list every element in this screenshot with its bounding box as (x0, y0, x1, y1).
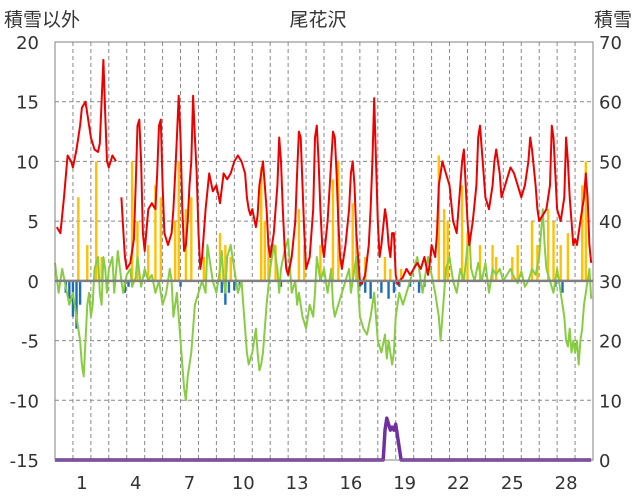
green-series-line (54, 208, 593, 402)
yellow-bar (442, 209, 446, 281)
purple-series-line (55, 416, 592, 462)
yellow-bar (86, 245, 89, 281)
yellow-bar (263, 221, 267, 281)
yellow-bar (437, 155, 440, 281)
yellow-bar (130, 161, 134, 281)
left-tick-label: 10 (16, 152, 39, 173)
yellow-bar (190, 197, 193, 281)
right-tick-label: 60 (599, 93, 622, 114)
blue-bar (68, 280, 71, 299)
yellow-bar (297, 209, 301, 281)
x-tick-label: 22 (447, 473, 470, 494)
blue-bar (227, 280, 231, 293)
yellow-bar (559, 245, 562, 281)
right-tick-label: 10 (599, 391, 622, 412)
yellow-bar (446, 221, 449, 281)
blue-bar (387, 280, 390, 299)
right-axis-label: 積雪 (594, 9, 632, 31)
yellow-bar (511, 256, 514, 281)
yellow-bar (136, 221, 139, 281)
yellow-bar (77, 197, 80, 281)
yellow-bar (351, 203, 354, 281)
left-tick-label: 0 (28, 272, 39, 293)
yellow-bar (383, 256, 387, 281)
yellow-bar (466, 233, 469, 281)
blue-bar (561, 280, 564, 293)
yellow-bar (478, 245, 482, 281)
yellow-bar (303, 245, 306, 281)
blue-bar (358, 280, 362, 287)
right-tick-label: 0 (599, 451, 610, 472)
left-tick-label: 20 (16, 33, 39, 54)
x-tick-label: 28 (555, 473, 578, 494)
blue-bar (364, 280, 367, 293)
yellow-bar (95, 161, 98, 281)
x-tick-label: 25 (501, 473, 524, 494)
yellow-bar (460, 185, 464, 281)
blue-bar (179, 280, 182, 287)
left-tick-label: -15 (10, 451, 39, 472)
yellow-bar (584, 161, 588, 281)
right-tick-label: 20 (599, 332, 622, 353)
yellow-bar (202, 256, 206, 281)
series-lines (54, 58, 593, 462)
blue-bar (78, 280, 82, 305)
blue-bar (127, 280, 130, 287)
yellow-bar (399, 268, 403, 281)
yellow-bar (159, 197, 163, 281)
yellow-bar (581, 185, 584, 281)
yellow-bar (224, 245, 227, 281)
yellow-bar (154, 185, 157, 281)
x-tick-label: 16 (339, 473, 362, 494)
blue-bar (279, 280, 283, 287)
yellow-bar (491, 245, 494, 281)
right-tick-label: 70 (599, 33, 622, 54)
yellow-bar (267, 245, 270, 281)
right-tick-label: 50 (599, 152, 622, 173)
blue-bar (380, 280, 383, 293)
x-tick-label: 19 (393, 473, 416, 494)
yellow-bar (552, 221, 555, 281)
left-axis-label: 積雪以外 (4, 9, 80, 31)
left-tick-label: 5 (28, 212, 39, 233)
left-tick-label: -10 (10, 391, 39, 412)
x-tick-label: 7 (184, 473, 195, 494)
yellow-bar (173, 221, 177, 281)
yellow-bar (494, 256, 498, 281)
yellow-bar (260, 167, 263, 281)
blue-bar (233, 280, 236, 291)
yellow-bar (566, 233, 570, 281)
x-tick-label: 13 (286, 473, 309, 494)
blue-bar (417, 280, 421, 293)
yellow-bar (177, 161, 180, 281)
left-tick-label: -5 (21, 332, 39, 353)
yellow-bar (218, 233, 222, 281)
yellow-bar (546, 209, 550, 281)
blue-bar (392, 280, 396, 293)
blue-bar (220, 280, 223, 293)
red-series-line (55, 58, 593, 286)
blue-bar (369, 280, 372, 299)
right-tick-label: 30 (599, 272, 622, 293)
yellow-bar (530, 221, 534, 281)
yellow-bar (389, 268, 392, 281)
x-tick-label: 10 (232, 473, 255, 494)
yellow-bar (319, 245, 322, 281)
blue-bar (398, 280, 401, 287)
yellow-bar (229, 256, 232, 281)
yellow-bar (147, 245, 150, 281)
yellow-bar (331, 179, 335, 281)
x-tick-label: 4 (130, 473, 141, 494)
chart-title: 尾花沢 (289, 9, 346, 31)
blue-bar (75, 280, 78, 329)
left-tick-label: 15 (16, 93, 39, 114)
x-tick-label: 1 (76, 473, 87, 494)
right-tick-label: 40 (599, 212, 622, 233)
yellow-bar (100, 256, 103, 281)
yellow-bar (516, 245, 519, 281)
plot-frame (54, 41, 594, 461)
